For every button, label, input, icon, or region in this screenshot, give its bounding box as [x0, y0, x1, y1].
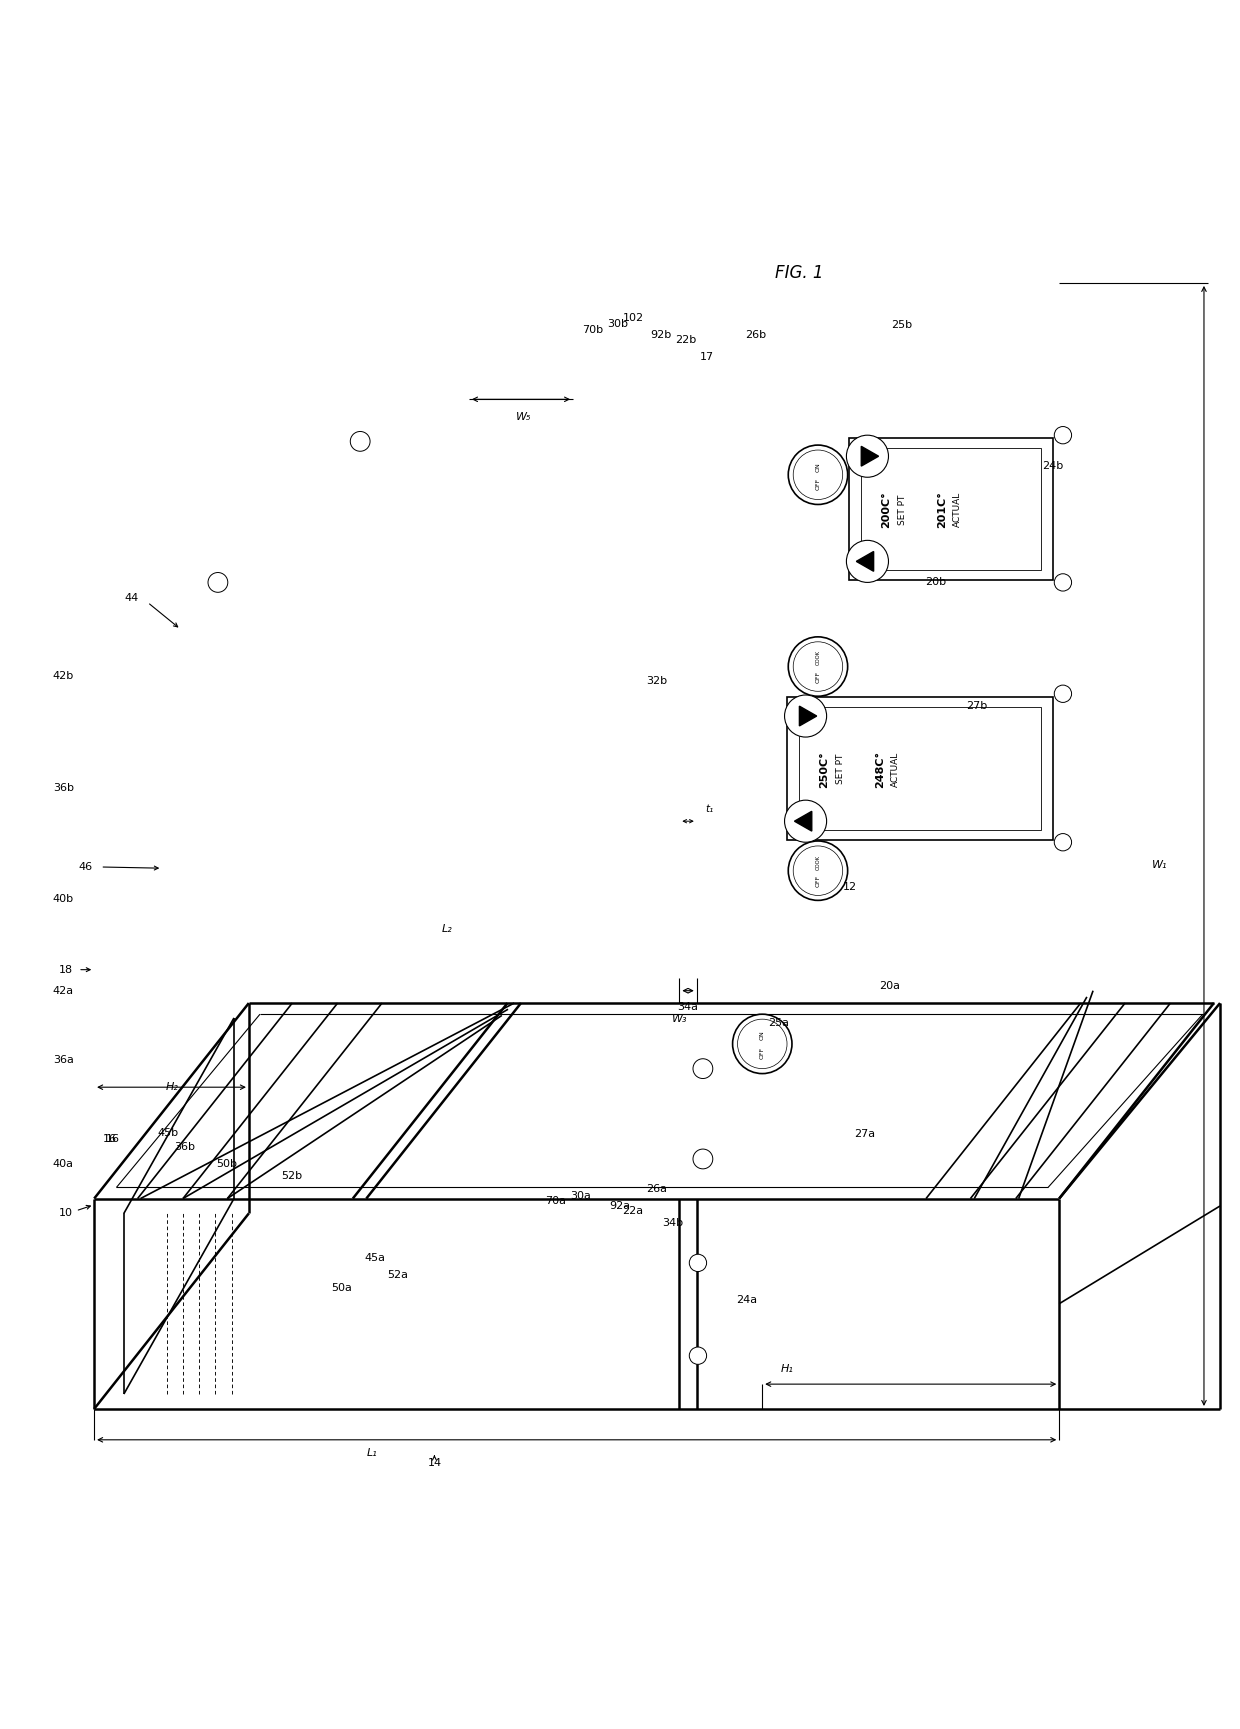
Text: 12: 12 — [843, 882, 857, 892]
Text: ACTUAL: ACTUAL — [892, 752, 900, 787]
Text: 40b: 40b — [52, 894, 74, 904]
Text: 102: 102 — [622, 313, 644, 323]
Text: SET PT: SET PT — [898, 494, 906, 524]
Circle shape — [693, 1058, 713, 1079]
Text: L₂: L₂ — [441, 923, 453, 934]
Text: 248C°: 248C° — [874, 750, 885, 788]
Text: 22a: 22a — [621, 1205, 642, 1215]
Circle shape — [350, 432, 370, 451]
Text: 30b: 30b — [608, 318, 627, 329]
Circle shape — [847, 436, 889, 477]
Bar — [849, 437, 1053, 579]
Text: 32b: 32b — [646, 676, 667, 686]
Text: OFF: OFF — [816, 875, 821, 887]
Circle shape — [794, 641, 843, 692]
Circle shape — [794, 845, 843, 896]
Circle shape — [785, 695, 827, 737]
Circle shape — [794, 450, 843, 500]
Text: 52b: 52b — [281, 1171, 303, 1181]
Bar — [800, 707, 1040, 830]
Text: 44: 44 — [124, 593, 139, 603]
Text: ON: ON — [760, 1030, 765, 1041]
Polygon shape — [800, 705, 817, 726]
Text: OFF: OFF — [816, 671, 821, 683]
Text: 14: 14 — [428, 1458, 441, 1468]
Text: 34b: 34b — [662, 1219, 683, 1228]
Text: ON: ON — [816, 462, 821, 472]
Text: 52a: 52a — [387, 1271, 408, 1279]
Text: 250C°: 250C° — [820, 750, 830, 788]
Circle shape — [208, 572, 228, 593]
Text: 45b: 45b — [157, 1127, 179, 1138]
Text: FIG. 1: FIG. 1 — [775, 265, 823, 282]
Polygon shape — [862, 446, 879, 467]
Text: 25b: 25b — [892, 320, 913, 330]
Text: 50a: 50a — [331, 1283, 352, 1293]
Text: H₂: H₂ — [166, 1082, 179, 1093]
Bar — [862, 448, 1040, 571]
Circle shape — [789, 840, 848, 901]
Circle shape — [689, 1347, 707, 1364]
Text: 16: 16 — [105, 1134, 120, 1145]
Text: 34a: 34a — [677, 1001, 698, 1011]
Circle shape — [789, 636, 848, 697]
Text: 17: 17 — [699, 353, 714, 363]
Text: 36b: 36b — [174, 1141, 195, 1152]
Text: OFF: OFF — [760, 1046, 765, 1058]
Text: 70b: 70b — [583, 325, 604, 335]
Circle shape — [689, 1254, 707, 1271]
Text: 27b: 27b — [966, 702, 987, 711]
Text: 42a: 42a — [52, 986, 74, 996]
Circle shape — [738, 1018, 787, 1069]
Text: W₅: W₅ — [516, 412, 531, 422]
Circle shape — [785, 801, 827, 842]
Text: W₃: W₃ — [672, 1015, 687, 1024]
Text: ACTUAL: ACTUAL — [954, 491, 962, 527]
Bar — [787, 697, 1053, 840]
Text: SET PT: SET PT — [836, 754, 844, 785]
Text: 10: 10 — [58, 1209, 73, 1219]
Text: 24b: 24b — [1043, 462, 1064, 470]
Circle shape — [1054, 427, 1071, 444]
Text: 92b: 92b — [650, 330, 671, 341]
Text: 24a: 24a — [735, 1295, 756, 1305]
Text: 18: 18 — [58, 965, 73, 975]
Text: 20a: 20a — [879, 980, 900, 991]
Text: 27a: 27a — [854, 1129, 875, 1139]
Text: 200C°: 200C° — [880, 491, 892, 527]
Text: 22b: 22b — [675, 335, 696, 344]
Polygon shape — [795, 811, 812, 832]
Circle shape — [1054, 574, 1071, 591]
Text: 70a: 70a — [546, 1196, 567, 1207]
Text: L₁: L₁ — [367, 1449, 378, 1459]
Text: 92a: 92a — [609, 1202, 631, 1210]
Text: 42b: 42b — [52, 671, 74, 681]
Text: 46: 46 — [78, 863, 93, 871]
Circle shape — [1054, 685, 1071, 702]
Text: 201C°: 201C° — [936, 491, 946, 527]
Circle shape — [1054, 833, 1071, 851]
Text: 30a: 30a — [570, 1191, 590, 1202]
Text: COOK: COOK — [816, 854, 821, 870]
Text: t₁: t₁ — [706, 804, 713, 814]
Text: 36a: 36a — [53, 1055, 73, 1065]
Text: COOK: COOK — [816, 650, 821, 666]
Circle shape — [693, 1150, 713, 1169]
Text: W₁: W₁ — [1152, 859, 1167, 870]
Text: 16: 16 — [103, 1134, 118, 1145]
Text: H₁: H₁ — [781, 1364, 794, 1375]
Circle shape — [789, 444, 848, 505]
Polygon shape — [857, 552, 874, 571]
Circle shape — [847, 541, 889, 583]
Text: OFF: OFF — [816, 477, 821, 489]
Text: 26a: 26a — [646, 1184, 667, 1193]
Text: 40a: 40a — [53, 1158, 73, 1169]
Text: 50b: 50b — [216, 1158, 237, 1169]
Text: 25a: 25a — [768, 1018, 789, 1027]
Text: 45a: 45a — [365, 1254, 386, 1262]
Text: 36b: 36b — [53, 783, 73, 794]
Circle shape — [733, 1015, 792, 1074]
Text: 20b: 20b — [925, 577, 946, 588]
Text: 26b: 26b — [745, 330, 766, 341]
